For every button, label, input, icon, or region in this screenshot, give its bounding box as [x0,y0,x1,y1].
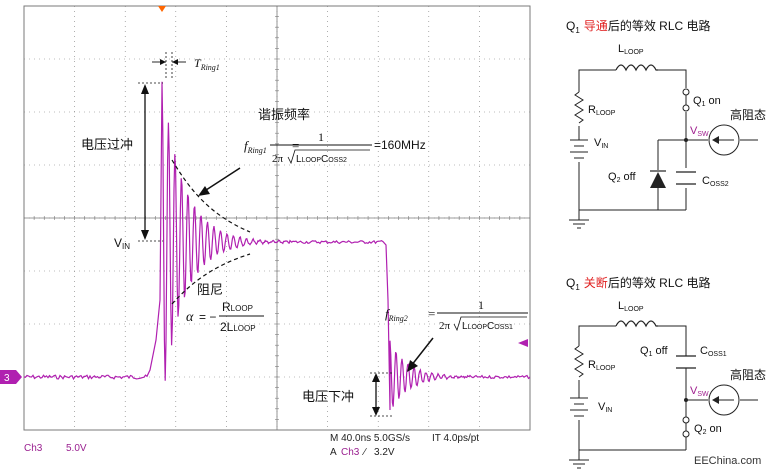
scope-grid [23,5,531,431]
overshoot-arrow [138,82,163,242]
svg-text:2LLOOP: 2LLOOP [220,320,256,334]
svg-text:LLOOPCOSS2: LLOOPCOSS2 [296,154,347,165]
trigger-marker-icon [158,6,166,12]
svg-text:α: α [186,310,194,325]
ringing-arrow [202,167,241,193]
alpha-formula: α = − RLOOP 2LLOOP [186,300,264,334]
f-ring2-formula: fRing2 = 1 2π LLOOPCOSS1 [385,298,528,332]
svg-text:3: 3 [4,373,10,384]
svg-text:1: 1 [478,298,484,312]
svg-text:3.2V: 3.2V [374,447,395,458]
svg-text:fRing1: fRing1 [244,138,267,155]
svg-text:=160MHz: =160MHz [374,138,426,152]
f-ring1-formula: fRing1 = 1 2π LLOOPCOSS2 =160MHz [244,130,426,165]
svg-text:RLOOP: RLOOP [222,300,253,314]
svg-text:Ch3: Ch3 [341,447,360,458]
damping-label: 阻尼 [197,282,223,297]
vin-label: VIN [114,236,130,251]
svg-text:2π: 2π [439,320,451,332]
channel-marker: 3 [0,370,22,384]
undershoot-arrow [370,372,392,417]
svg-text:A: A [330,447,337,458]
svg-text:5.0V: 5.0V [66,443,87,454]
overshoot-label: 电压过冲 [81,137,133,152]
svg-text:∕: ∕ [361,447,367,458]
svg-text:fRing2: fRing2 [385,306,408,323]
t-ring1-marker: TRing1 [152,52,220,80]
svg-text:LLOOPCOSS1: LLOOPCOSS1 [462,321,513,332]
svg-text:=: = [428,306,435,321]
svg-text:2π: 2π [272,153,284,165]
svg-text:=: = [292,138,299,153]
svg-text:1: 1 [318,130,324,144]
svg-text:= −: = − [199,310,216,324]
ring2-arrow [410,337,434,367]
svg-text:IT 4.0ps/pt: IT 4.0ps/pt [432,433,479,444]
envelope-upper [171,159,251,233]
svg-text:M 40.0ns 5.0GS/s: M 40.0ns 5.0GS/s [330,433,410,444]
undershoot-label: 电压下冲 [302,389,354,404]
svg-text:TRing1: TRing1 [194,56,220,72]
envelope-lower [171,253,251,305]
scope-status-bar: Ch3 5.0V M 40.0ns 5.0GS/s IT 4.0ps/pt A … [24,433,479,458]
right-arrow-icon [518,339,528,347]
waveform-trace [23,81,531,411]
svg-text:Ch3: Ch3 [24,443,43,454]
resonance-label: 谐振频率 [258,107,310,122]
